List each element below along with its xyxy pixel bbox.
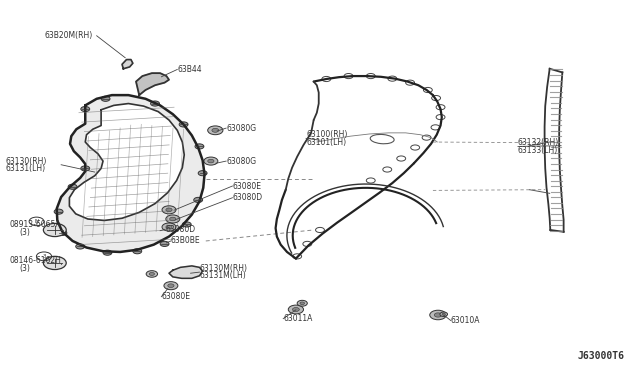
Circle shape — [150, 101, 159, 106]
Text: 3: 3 — [42, 254, 46, 259]
Text: 63101(LH): 63101(LH) — [306, 138, 346, 147]
Circle shape — [149, 272, 154, 275]
Text: N: N — [35, 219, 38, 224]
Circle shape — [300, 302, 305, 305]
Text: 63B20M(RH): 63B20M(RH) — [44, 31, 92, 40]
Circle shape — [81, 166, 90, 171]
Circle shape — [435, 313, 442, 317]
Text: 63010A: 63010A — [451, 316, 480, 325]
Circle shape — [344, 74, 353, 78]
Circle shape — [68, 184, 77, 189]
Text: 63080D: 63080D — [232, 193, 262, 202]
Circle shape — [440, 312, 447, 317]
Circle shape — [212, 128, 219, 132]
Text: 63130M(RH): 63130M(RH) — [200, 264, 248, 273]
Polygon shape — [122, 60, 133, 69]
Circle shape — [383, 167, 392, 172]
Circle shape — [204, 157, 218, 165]
Circle shape — [162, 223, 176, 231]
Circle shape — [166, 225, 172, 229]
Circle shape — [81, 106, 90, 112]
Circle shape — [168, 284, 174, 288]
Circle shape — [101, 96, 110, 101]
Circle shape — [182, 222, 191, 227]
Text: (3): (3) — [19, 264, 30, 273]
Circle shape — [424, 87, 432, 93]
Text: 08146-6162H: 08146-6162H — [9, 256, 61, 264]
Text: 63080E: 63080E — [232, 182, 262, 190]
Polygon shape — [169, 266, 203, 278]
Circle shape — [436, 115, 445, 120]
Polygon shape — [136, 73, 169, 95]
Circle shape — [76, 244, 84, 249]
Circle shape — [170, 217, 176, 221]
Text: 63100(RH): 63100(RH) — [306, 130, 348, 139]
Text: 63B0BE: 63B0BE — [171, 237, 200, 246]
Circle shape — [429, 310, 446, 320]
Circle shape — [208, 126, 223, 135]
Circle shape — [431, 96, 440, 100]
Text: 63B44: 63B44 — [177, 65, 202, 74]
Text: 63133(LH): 63133(LH) — [518, 145, 558, 155]
Circle shape — [179, 122, 188, 127]
Text: 63131M(LH): 63131M(LH) — [200, 271, 246, 280]
Circle shape — [54, 209, 63, 214]
Circle shape — [58, 230, 67, 235]
PathPatch shape — [57, 95, 205, 252]
Circle shape — [442, 313, 445, 315]
Circle shape — [366, 178, 375, 183]
Circle shape — [397, 156, 406, 161]
Circle shape — [103, 250, 112, 255]
Circle shape — [198, 171, 207, 176]
Circle shape — [422, 135, 431, 140]
Circle shape — [44, 223, 66, 237]
Circle shape — [288, 305, 303, 314]
Circle shape — [406, 80, 415, 85]
Circle shape — [166, 208, 172, 212]
Text: 63080G: 63080G — [226, 157, 256, 166]
Circle shape — [297, 300, 307, 306]
Circle shape — [366, 74, 375, 78]
Circle shape — [431, 125, 440, 130]
Circle shape — [160, 241, 169, 247]
Circle shape — [292, 308, 300, 311]
Circle shape — [133, 248, 141, 254]
Text: 63131(LH): 63131(LH) — [6, 164, 46, 173]
Circle shape — [322, 76, 331, 81]
Circle shape — [146, 271, 157, 277]
Text: 08913-6065A: 08913-6065A — [9, 220, 61, 229]
Circle shape — [195, 144, 204, 149]
Text: 63130(RH): 63130(RH) — [6, 157, 47, 166]
Circle shape — [303, 241, 312, 247]
Circle shape — [208, 159, 214, 163]
Circle shape — [162, 206, 176, 214]
Text: J63000T6: J63000T6 — [577, 352, 625, 361]
Circle shape — [388, 76, 397, 81]
Circle shape — [44, 256, 66, 270]
Text: (3): (3) — [19, 228, 30, 237]
Text: 63080G: 63080G — [226, 124, 256, 132]
Circle shape — [194, 198, 203, 202]
Circle shape — [166, 215, 180, 223]
Text: 63132(RH): 63132(RH) — [518, 138, 559, 147]
Circle shape — [436, 105, 445, 110]
Text: 63011A: 63011A — [284, 314, 312, 323]
Circle shape — [411, 145, 420, 150]
Circle shape — [292, 254, 301, 259]
Circle shape — [316, 227, 324, 232]
Circle shape — [164, 282, 178, 290]
Text: 63080E: 63080E — [161, 292, 190, 301]
Text: 63080D: 63080D — [165, 225, 195, 234]
